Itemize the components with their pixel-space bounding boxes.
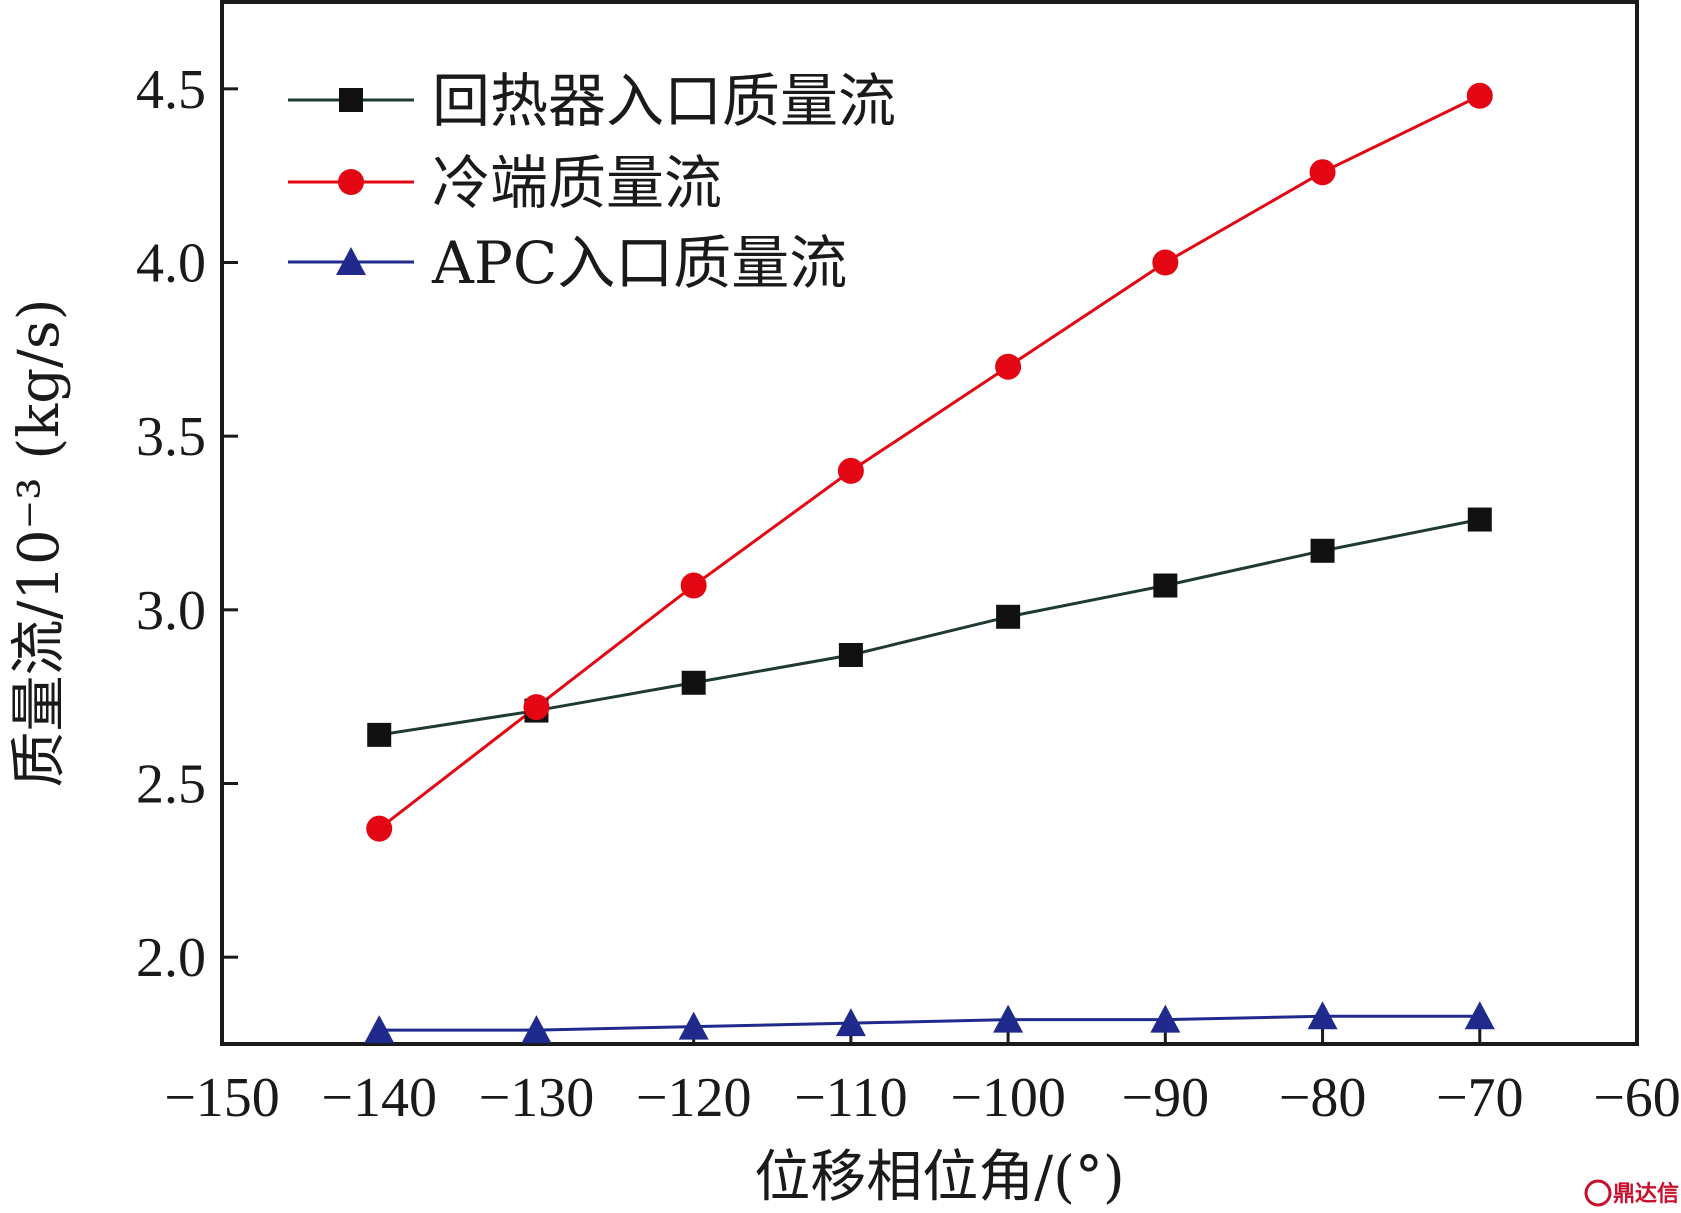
data-point-apc-inlet bbox=[993, 1004, 1024, 1033]
legend-label-apc-inlet: APC入口质量流 bbox=[431, 229, 847, 297]
x-tick-label: −60 bbox=[1593, 1067, 1681, 1129]
legend-marker-apc-inlet bbox=[336, 247, 366, 275]
data-point-apc-inlet bbox=[521, 1015, 552, 1044]
plot-frame bbox=[220, 0, 1639, 1046]
data-point-regenerator-inlet bbox=[996, 604, 1021, 629]
y-tick-label: 4.5 bbox=[136, 59, 206, 121]
x-tick-label: −70 bbox=[1436, 1067, 1524, 1129]
x-tick-label: −130 bbox=[479, 1067, 595, 1129]
x-tick-label: −150 bbox=[164, 1067, 280, 1129]
x-tick-label: −140 bbox=[321, 1067, 437, 1129]
data-point-apc-inlet bbox=[678, 1011, 709, 1040]
data-point-cold-end bbox=[523, 694, 550, 721]
legend-marker-regenerator-inlet bbox=[339, 88, 363, 112]
data-point-cold-end bbox=[837, 457, 864, 484]
y-tick-label: 4.0 bbox=[136, 233, 206, 295]
x-tick-label: −110 bbox=[794, 1067, 908, 1129]
data-point-cold-end bbox=[1309, 159, 1336, 186]
y-tick-label: 2.5 bbox=[136, 754, 206, 816]
data-point-regenerator-inlet bbox=[681, 670, 706, 695]
x-tick-label: −80 bbox=[1279, 1067, 1367, 1129]
series-line-apc-inlet bbox=[379, 1014, 1480, 1032]
data-point-regenerator-inlet bbox=[367, 722, 392, 747]
y-tick-label: 3.5 bbox=[136, 406, 206, 468]
data-point-regenerator-inlet bbox=[1467, 507, 1492, 532]
series-markers bbox=[364, 82, 1495, 1044]
x-tick-label: −120 bbox=[636, 1067, 752, 1129]
data-point-cold-end bbox=[680, 572, 707, 599]
axis-ticks: −150 −140 −130 −120 −110 −100 −90 −80 −70 −60 2.0 2… bbox=[136, 59, 1681, 1129]
data-point-apc-inlet bbox=[1150, 1004, 1181, 1033]
data-point-cold-end bbox=[1466, 82, 1493, 109]
y-tick-label: 3.0 bbox=[136, 580, 206, 642]
y-tick-label: 2.0 bbox=[136, 927, 206, 989]
data-point-cold-end bbox=[1152, 249, 1179, 276]
data-point-cold-end bbox=[366, 815, 393, 842]
data-point-regenerator-inlet bbox=[838, 642, 863, 667]
series-line-regenerator-inlet bbox=[378, 518, 1481, 737]
y-axis-title: 质量流/10⁻³ (kg/s) bbox=[7, 298, 72, 787]
watermark-text: 鼎达信 bbox=[1613, 1181, 1679, 1207]
watermark: 鼎达信 bbox=[1584, 1179, 1679, 1207]
legend-label-cold-end: 冷端质量流 bbox=[432, 149, 722, 217]
legend-marker-cold-end bbox=[338, 169, 364, 195]
watermark-logo-icon bbox=[1584, 1179, 1612, 1207]
series-lines bbox=[378, 94, 1481, 1032]
data-point-apc-inlet bbox=[1464, 1001, 1495, 1030]
legend-label-regenerator-inlet: 回热器入口质量流 bbox=[432, 67, 896, 135]
data-point-apc-inlet bbox=[364, 1015, 395, 1044]
data-point-apc-inlet bbox=[1307, 1001, 1338, 1030]
x-tick-label: −90 bbox=[1122, 1067, 1210, 1129]
data-point-regenerator-inlet bbox=[1310, 538, 1335, 563]
x-tick-label: −100 bbox=[950, 1067, 1066, 1129]
data-point-cold-end bbox=[995, 353, 1022, 380]
data-point-apc-inlet bbox=[835, 1008, 866, 1037]
series-line-cold-end bbox=[378, 94, 1481, 830]
data-point-regenerator-inlet bbox=[1153, 573, 1178, 598]
x-axis-title: 位移相位角/(°) bbox=[754, 1145, 1125, 1210]
